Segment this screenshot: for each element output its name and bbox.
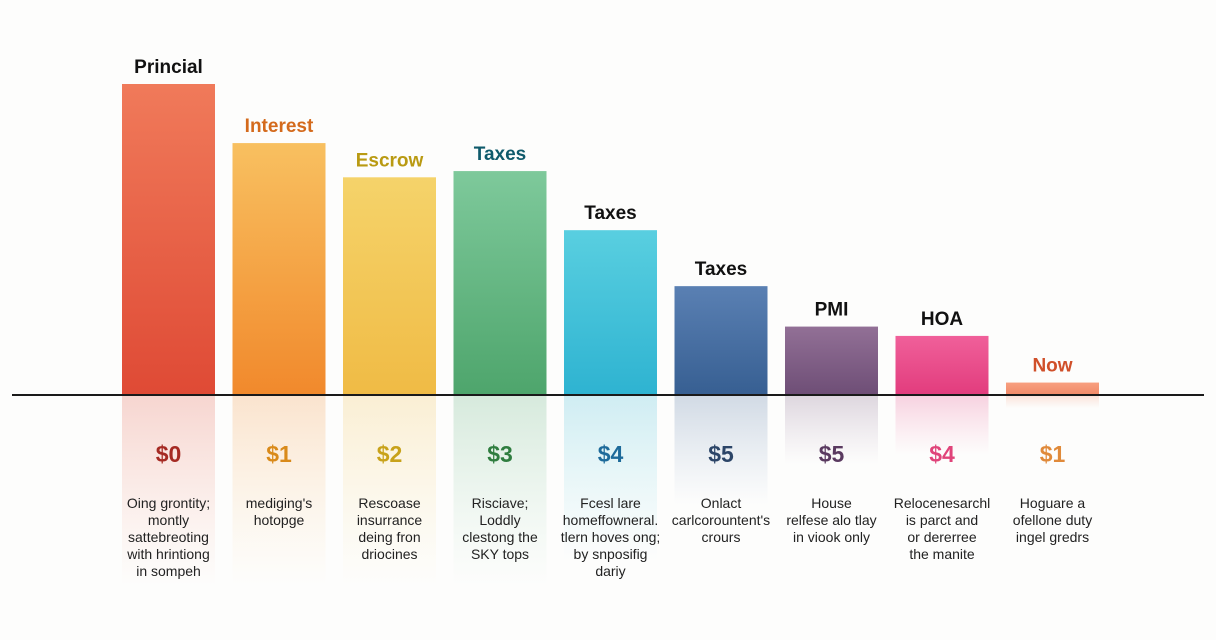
bar-reflection-5 <box>674 396 768 505</box>
bar-5 <box>674 286 768 395</box>
description-line: carlcorountent's <box>672 512 770 528</box>
description-7: Relocenesarchl is parct and or dererree the… <box>894 495 991 562</box>
bar-label-1: Interest <box>245 116 314 137</box>
amount-labels: $0 $1 $2 $3 $4 $5 $5 $4 $1 <box>156 441 1066 467</box>
bar-4 <box>564 230 657 395</box>
amount-label-8: $1 <box>1040 441 1066 467</box>
bar-0 <box>122 84 215 395</box>
description-line: Loddly <box>479 512 520 528</box>
amount-label-7: $4 <box>929 441 955 467</box>
description-line: or dererree <box>907 529 976 545</box>
amount-label-1: $1 <box>266 441 292 467</box>
description-line: House <box>811 495 852 511</box>
description-line: tlern hoves ong; <box>561 529 661 545</box>
description-line: by snposifig <box>574 546 648 562</box>
bar-reflection-7 <box>895 396 989 456</box>
bar-7 <box>895 335 989 395</box>
description-line: driocines <box>361 546 417 562</box>
description-line: Hoguare a <box>1020 495 1086 511</box>
bars <box>122 84 1099 395</box>
description-line: Onlact <box>701 495 742 511</box>
amount-label-0: $0 <box>156 441 182 467</box>
description-line: Fcesl lare <box>580 495 641 511</box>
description-line: ofellone duty <box>1013 512 1092 528</box>
bar-reflection-0 <box>122 396 215 586</box>
description-line: deing fron <box>358 529 420 545</box>
description-line: SKY tops <box>471 546 529 562</box>
description-8: Hoguare a ofellone duty ingel gredrs <box>1013 495 1092 545</box>
description-3: Risciave; Loddly clestong the SKY tops <box>462 495 538 562</box>
bar-label-6: PMI <box>815 300 849 321</box>
bar-reflection-6 <box>785 396 878 465</box>
description-line: homeffowneral. <box>563 512 658 528</box>
description-0: Oing grontity; montly sattebreoting with hr… <box>126 495 210 579</box>
description-line: Risciave; <box>472 495 529 511</box>
bar-label-0: Princial <box>134 57 203 78</box>
bar-3 <box>453 171 547 395</box>
description-line: is parct and <box>906 512 978 528</box>
bar-label-8: Now <box>1032 356 1072 377</box>
description-line: insurrance <box>357 512 423 528</box>
bar-reflections <box>122 396 1099 586</box>
description-line: Oing grontity; <box>127 495 210 511</box>
description-2: Rescoase insurrance deing fron driocines <box>357 495 423 562</box>
description-line: montly <box>148 512 189 528</box>
description-5: Onlact carlcorountent's crours <box>672 495 770 545</box>
description-line: Rescoase <box>358 495 420 511</box>
description-line: clestong the <box>462 529 538 545</box>
description-1: mediging's hotopge <box>246 495 313 528</box>
bar-reflection-8 <box>1006 396 1099 409</box>
description-line: relfese alo tlay <box>786 512 876 528</box>
amount-label-5: $5 <box>708 441 734 467</box>
bar-label-3: Taxes <box>474 144 526 165</box>
bar-label-2: Escrow <box>356 150 424 171</box>
description-line: in viook only <box>793 529 870 545</box>
description-line: the manite <box>909 546 975 562</box>
description-line: Relocenesarchl <box>894 495 991 511</box>
description-line: hotopge <box>254 512 305 528</box>
bar-labels: Princial Interest Escrow Taxes Taxes Taxes PMI… <box>134 57 1073 377</box>
bar-reflection-4 <box>564 396 657 561</box>
amount-label-6: $5 <box>819 441 845 467</box>
description-line: in sompeh <box>136 563 201 579</box>
bar-2 <box>343 177 436 395</box>
bar-8 <box>1006 382 1099 395</box>
bar-6 <box>785 326 878 395</box>
amount-label-4: $4 <box>598 441 624 467</box>
description-line: crours <box>702 529 741 545</box>
bar-reflection-2 <box>343 396 436 586</box>
description-6: House relfese alo tlay in viook only <box>786 495 876 545</box>
description-line: ingel gredrs <box>1016 529 1089 545</box>
bar-reflection-3 <box>453 396 547 586</box>
bar-label-5: Taxes <box>695 259 747 280</box>
description-line: sattebreoting <box>128 529 209 545</box>
description-4: Fcesl lare homeffowneral. tlern hoves ong;… <box>561 495 661 579</box>
amount-label-2: $2 <box>377 441 403 467</box>
description-line: mediging's <box>246 495 313 511</box>
bar-label-4: Taxes <box>584 203 636 224</box>
bar-label-7: HOA <box>921 309 964 330</box>
descriptions: Oing grontity; montly sattebreoting with hr… <box>126 495 1092 579</box>
description-line: dariy <box>595 563 625 579</box>
bar-1 <box>232 143 326 395</box>
bar-reflection-1 <box>232 396 326 586</box>
amount-label-3: $3 <box>487 441 513 467</box>
description-line: with hrintiong <box>126 546 210 562</box>
